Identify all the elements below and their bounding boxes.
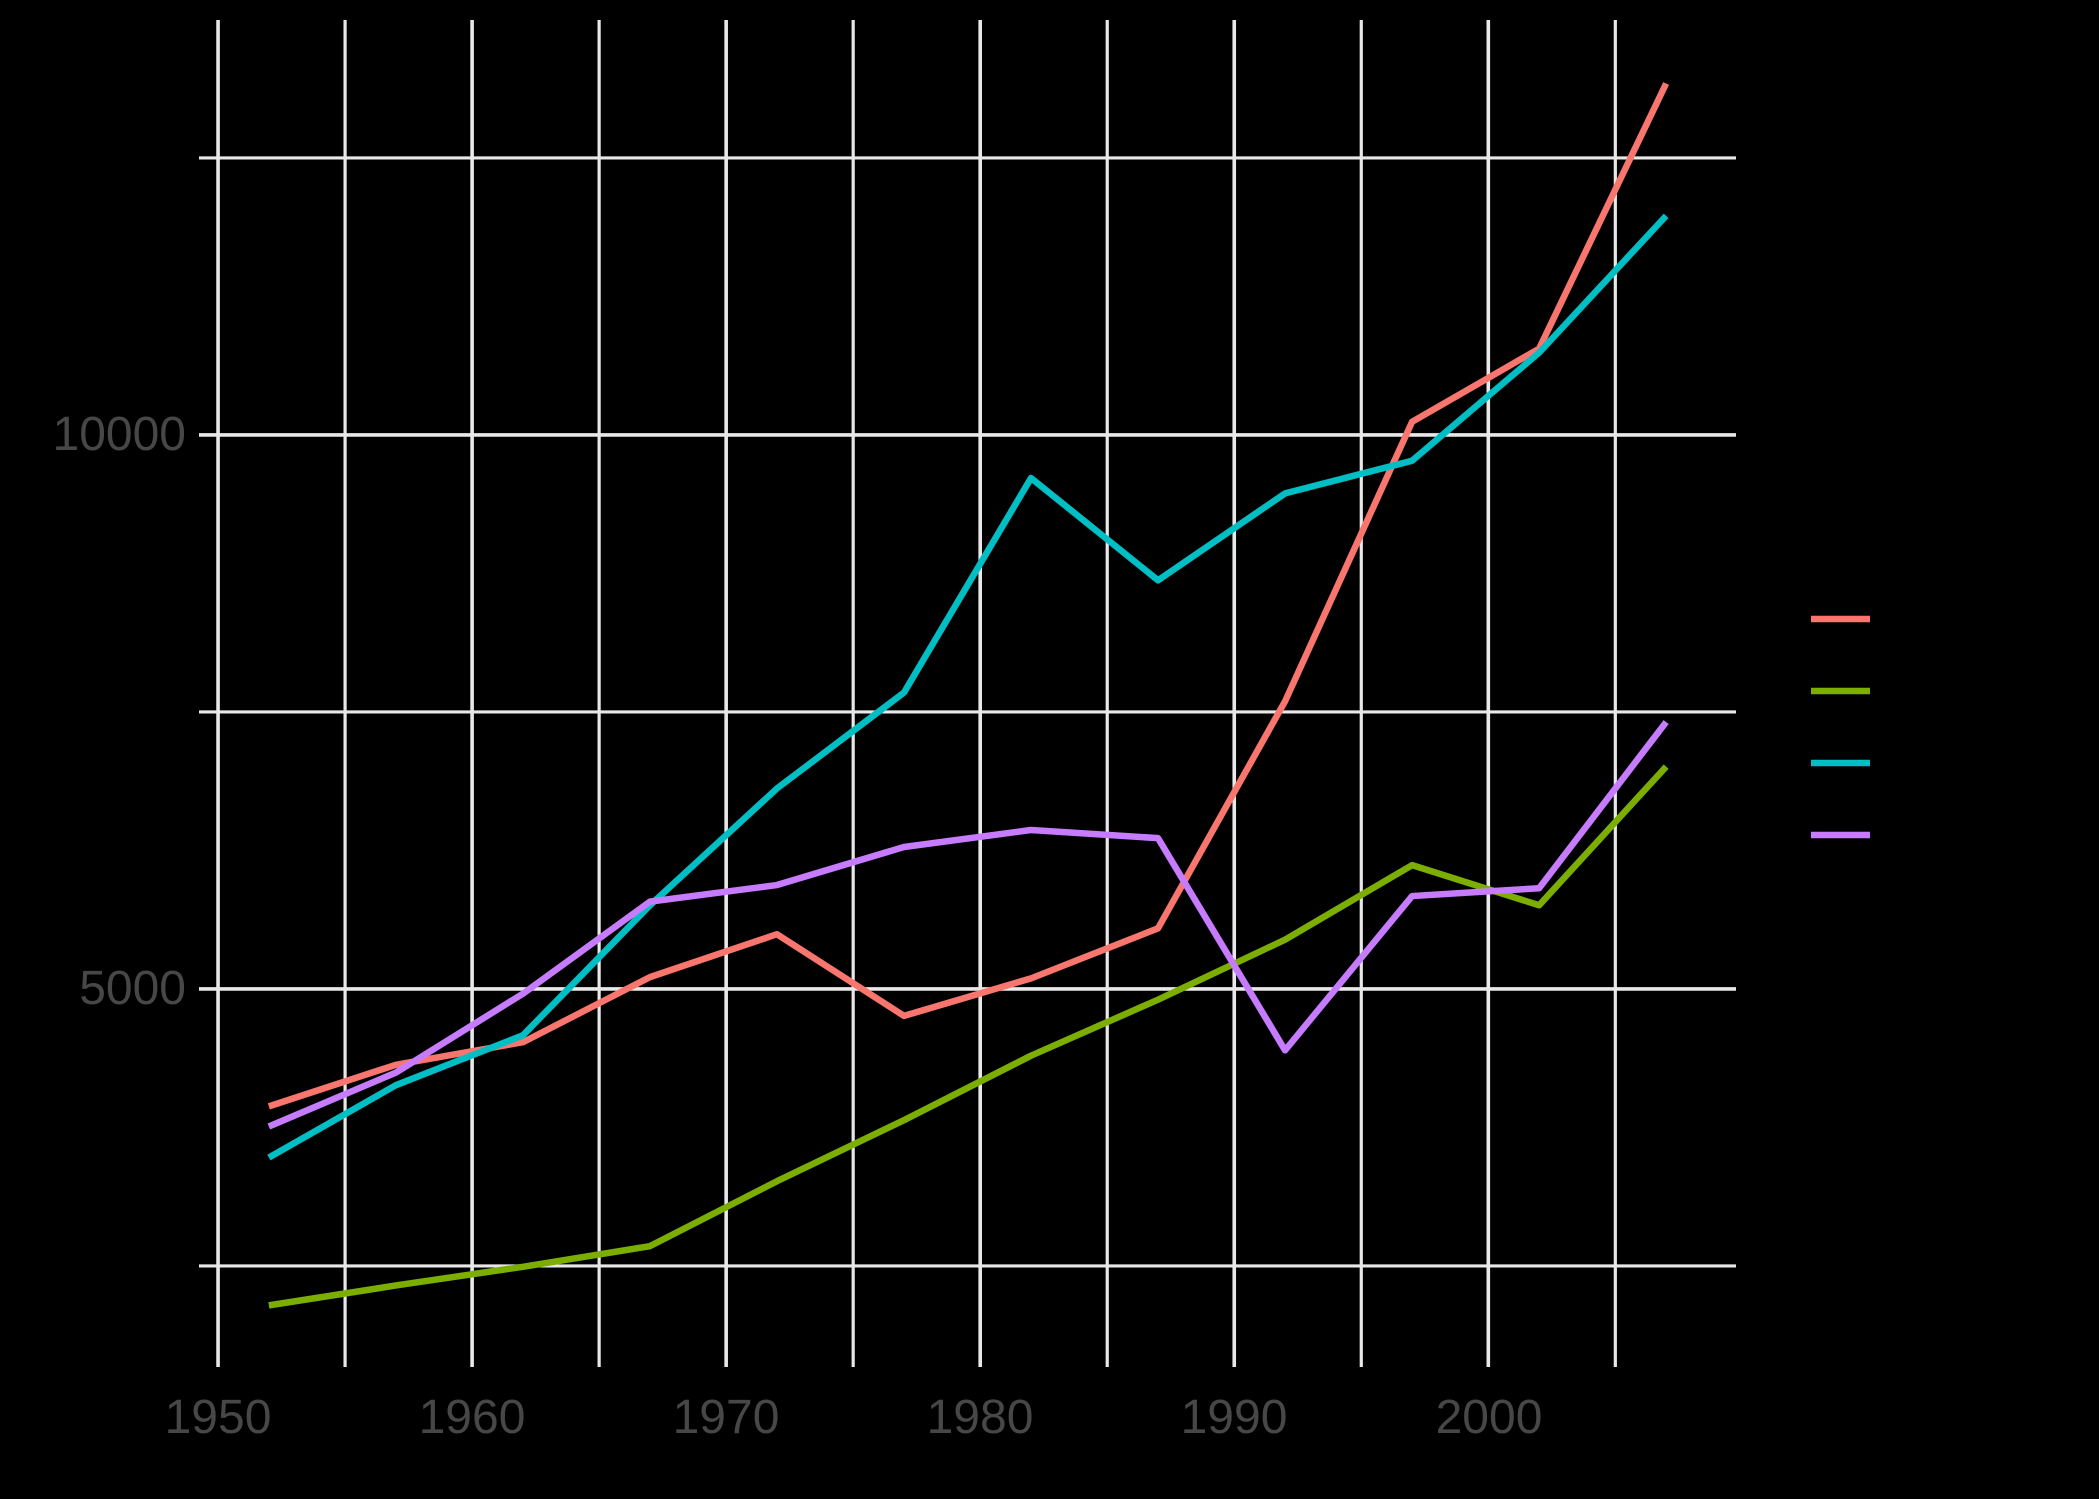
x-tick-label-1990: 1990 — [1180, 1391, 1288, 1444]
y-tick-label-10000: 10000 — [52, 408, 186, 461]
y-tick-label-5000: 5000 — [79, 962, 186, 1015]
olive-green-series-line — [268, 764, 1669, 1309]
purple-series-line — [267, 720, 1669, 1130]
x-tick-label-1970: 1970 — [672, 1391, 780, 1444]
red-series-line — [267, 82, 1670, 1110]
teal-series-line — [267, 213, 1669, 1161]
x-tick-label-2000: 2000 — [1435, 1391, 1543, 1444]
x-tick-label-1950: 1950 — [164, 1391, 272, 1444]
x-tick-label-1980: 1980 — [926, 1391, 1034, 1444]
x-tick-label-1960: 1960 — [418, 1391, 526, 1444]
